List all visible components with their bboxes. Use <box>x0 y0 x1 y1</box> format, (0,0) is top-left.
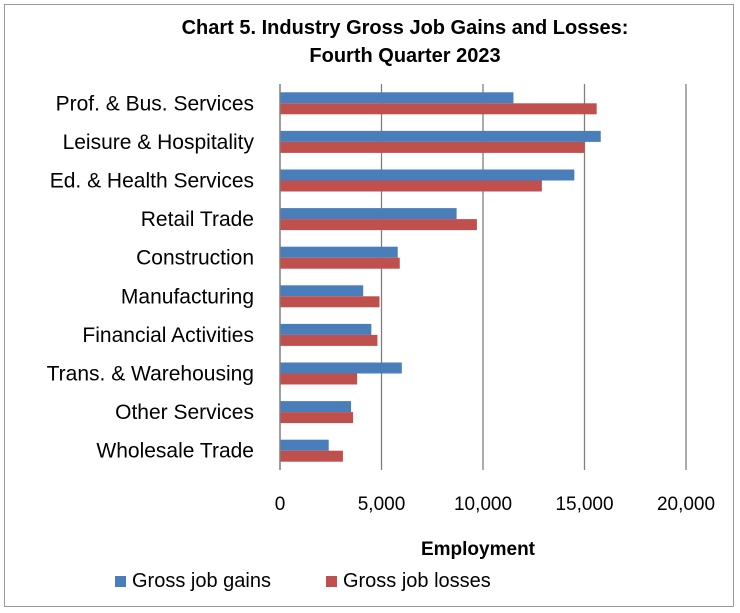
bar-losses <box>280 412 354 424</box>
category-label: Prof. & Bus. Services <box>56 92 254 115</box>
bar-gains <box>280 323 372 335</box>
bar-gains <box>280 208 457 220</box>
bar-losses <box>280 296 380 308</box>
category-label: Leisure & Hospitality <box>63 131 255 154</box>
bar-gains <box>280 169 575 181</box>
category-label: Construction <box>136 247 254 270</box>
category-label: Other Services <box>115 401 254 424</box>
legend-swatch-losses <box>325 576 337 587</box>
x-tick-label: 5,000 <box>358 494 406 515</box>
category-label: Financial Activities <box>82 324 254 347</box>
bar-losses <box>280 257 400 269</box>
category-label: Retail Trade <box>141 208 254 231</box>
legend-item-gains: Gross job gains <box>115 570 271 593</box>
category-label: Manufacturing <box>121 285 254 308</box>
bar-gains <box>280 401 352 413</box>
legend-item-losses: Gross job losses <box>325 570 491 593</box>
bar-gains <box>280 439 329 451</box>
bar-losses <box>280 450 343 462</box>
bar-losses <box>280 180 542 192</box>
category-labels: Prof. & Bus. Services Leisure & Hospitali… <box>47 92 255 462</box>
bar-losses <box>280 219 477 231</box>
bar-losses <box>280 141 585 153</box>
bar-gains <box>280 92 514 104</box>
bar-gains <box>280 130 601 142</box>
bar-losses <box>280 103 597 115</box>
legend-swatch-gains <box>115 576 126 587</box>
chart-title: Chart 5. Industry Gross Job Gains and Lo… <box>140 14 670 70</box>
chart-title-line-1: Chart 5. Industry Gross Job Gains and Lo… <box>181 17 629 39</box>
x-tick-label: 0 <box>275 494 286 515</box>
bar-losses <box>280 334 378 346</box>
bars <box>280 92 601 462</box>
category-label: Ed. & Health Services <box>50 170 254 193</box>
legend-label-gains: Gross job gains <box>132 570 271 592</box>
legend: Gross job gains Gross job losses <box>115 570 546 593</box>
x-tick-label: 10,000 <box>454 494 512 515</box>
bar-gains <box>280 362 402 374</box>
category-label: Trans. & Warehousing <box>47 363 254 386</box>
legend-label-losses: Gross job losses <box>342 570 491 592</box>
tick-labels: 0 5,000 10,000 15,000 20,000 <box>275 494 715 515</box>
chart-title-line-2: Fourth Quarter 2023 <box>309 45 501 67</box>
x-axis-title: Employment <box>421 539 536 560</box>
bar-gains <box>280 285 364 297</box>
x-tick-label: 15,000 <box>555 494 613 515</box>
bar-losses <box>280 373 358 385</box>
bar-gains <box>280 246 398 258</box>
category-label: Wholesale Trade <box>96 440 254 463</box>
x-tick-label: 20,000 <box>657 494 715 515</box>
